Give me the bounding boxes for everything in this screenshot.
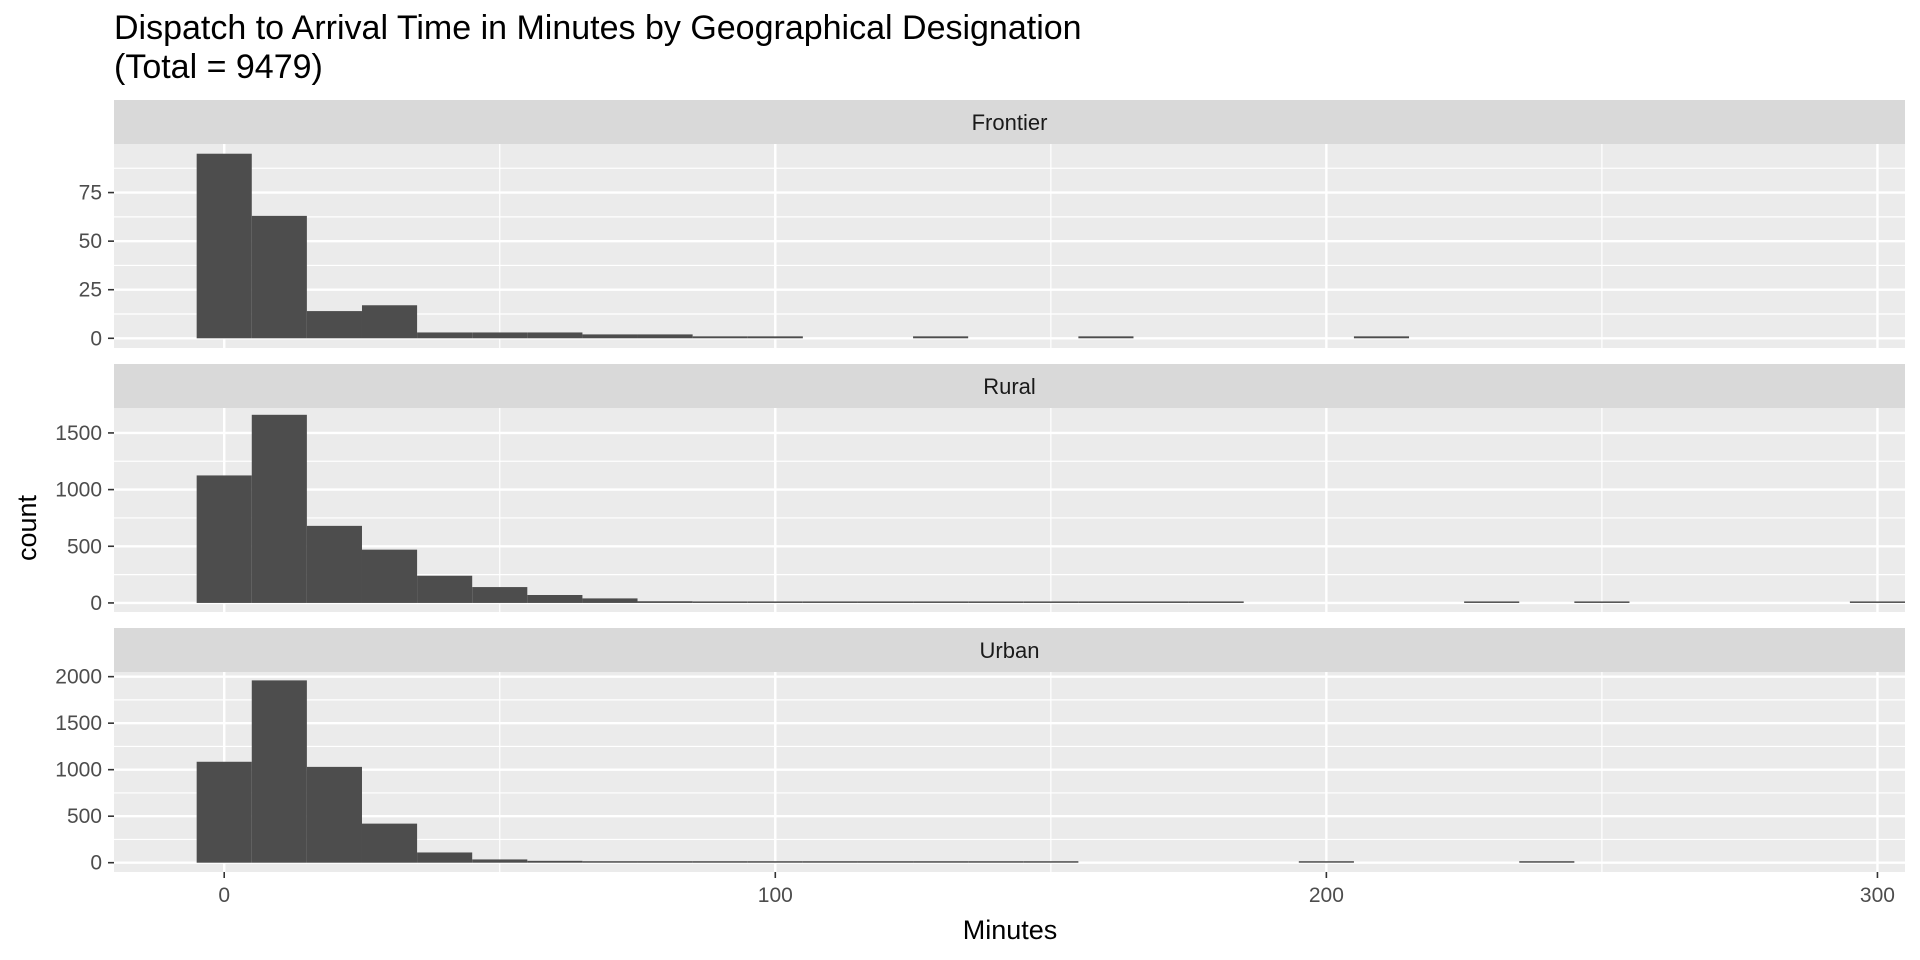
histogram-bar	[913, 336, 969, 339]
histogram-bar	[196, 761, 252, 863]
histogram-bar	[196, 153, 252, 339]
histogram-bar	[1133, 601, 1189, 603]
y-tick-label: 0	[90, 852, 102, 875]
histogram-bar	[417, 332, 473, 339]
histogram-bar	[802, 601, 858, 603]
histogram-bar	[251, 414, 307, 603]
facet-frontier: Frontier 0 25 50 75	[79, 100, 1905, 350]
histogram-bar	[472, 587, 528, 603]
facet-label-urban: Urban	[980, 638, 1040, 663]
histogram-bar	[637, 861, 693, 863]
y-tick-label: 0	[90, 327, 102, 350]
histogram-bar	[1849, 601, 1905, 603]
histogram-bar	[306, 766, 362, 863]
histogram-bar	[637, 334, 693, 339]
x-tick-label: 200	[1309, 884, 1344, 907]
histogram-bar	[747, 336, 803, 339]
histogram-bar	[527, 332, 583, 339]
histogram-bar	[857, 861, 914, 863]
chart-title: Dispatch to Arrival Time in Minutes by G…	[114, 9, 1082, 47]
histogram-bar	[1023, 601, 1079, 603]
histogram-bar	[582, 334, 638, 339]
histogram-bar	[361, 305, 418, 339]
histogram-bar	[582, 598, 638, 603]
histogram-bar	[692, 601, 748, 603]
histogram-bar	[1078, 336, 1134, 339]
y-tick-label: 1000	[55, 759, 102, 782]
histogram-bar	[1574, 601, 1630, 603]
facet-strip-rural	[114, 364, 1905, 408]
histogram-bar	[306, 311, 362, 339]
histogram-bar	[968, 861, 1024, 863]
y-tick-label: 25	[79, 279, 102, 302]
histogram-bar	[361, 549, 418, 603]
histogram-bar	[251, 215, 307, 339]
y-tick-label: 2000	[55, 666, 102, 689]
histogram-bar	[306, 525, 362, 603]
histogram-bar	[527, 595, 583, 603]
y-tick-label: 500	[67, 805, 102, 828]
histogram-bar	[196, 475, 252, 603]
histogram-bar	[417, 852, 473, 863]
y-tick-label: 1500	[55, 712, 102, 735]
y-tick-label: 1500	[55, 422, 102, 445]
y-tick-label: 1000	[55, 479, 102, 502]
histogram-bar	[472, 859, 528, 863]
histogram-bar	[747, 601, 803, 603]
y-tick-label: 0	[90, 592, 102, 615]
y-axis-title: count	[12, 494, 42, 561]
histogram-bar	[968, 601, 1024, 603]
facet-rural: Rural 0 500 1000 1500	[55, 364, 1905, 615]
chart-subtitle: (Total = 9479)	[114, 48, 323, 86]
histogram-bar	[472, 332, 528, 339]
histogram-bar	[1464, 601, 1520, 603]
x-axis-title: Minutes	[963, 915, 1058, 945]
x-axis: 0 100 200 300	[218, 872, 1895, 907]
x-tick-label: 100	[758, 884, 793, 907]
histogram-bar	[857, 601, 914, 603]
x-tick-label: 0	[218, 884, 230, 907]
histogram-bar	[361, 823, 418, 863]
histogram-bar	[913, 861, 969, 863]
y-tick-label: 75	[79, 182, 102, 205]
histogram-bar	[1078, 601, 1134, 603]
facet-strip-urban	[114, 628, 1905, 672]
facet-panels: Frontier 0 25 50 75 Rural 0 500 1000 1500 Urban 0 50…	[55, 100, 1905, 875]
facet-label-rural: Rural	[983, 374, 1036, 399]
y-tick-label: 500	[67, 535, 102, 558]
histogram-bar	[527, 860, 583, 863]
y-tick-label: 50	[79, 230, 102, 253]
histogram-bar	[251, 680, 307, 863]
facet-label-frontier: Frontier	[972, 110, 1048, 135]
histogram-bar	[692, 861, 748, 863]
histogram-bar	[747, 861, 803, 863]
facet-urban: Urban 0 500 1000 1500 2000	[55, 628, 1905, 875]
x-tick-label: 300	[1860, 884, 1895, 907]
facet-strip-frontier	[114, 100, 1905, 144]
histogram-bar	[1298, 861, 1354, 863]
histogram-bar	[692, 336, 748, 339]
histogram-bar	[802, 861, 858, 863]
histogram-bar	[1353, 336, 1410, 339]
histogram-bar	[582, 861, 638, 863]
histogram-bar	[913, 601, 969, 603]
histogram-bar	[417, 575, 473, 603]
histogram-bar	[1023, 861, 1079, 863]
histogram-bar	[1519, 861, 1575, 863]
histogram-bar	[1188, 601, 1244, 603]
histogram-bar	[637, 601, 693, 603]
